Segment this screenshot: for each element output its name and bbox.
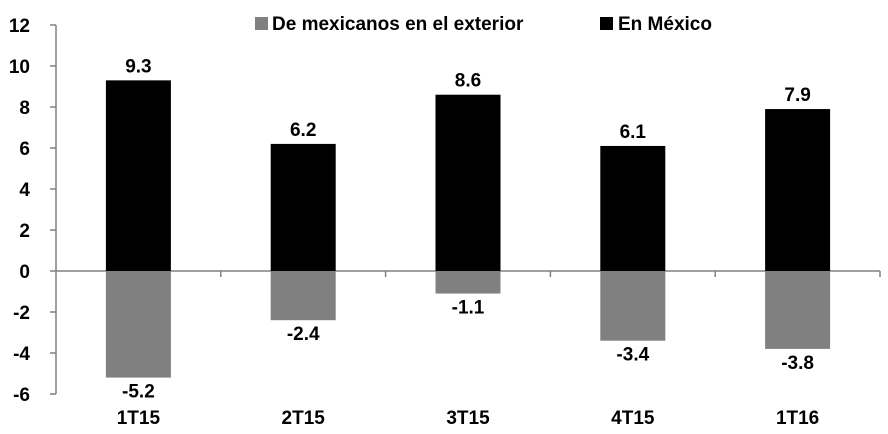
y-tick-label: -4 (13, 344, 30, 365)
legend: De mexicanos en el exterior En México (255, 14, 712, 35)
bar-exterior (600, 271, 666, 341)
bars (105, 80, 831, 378)
y-tick-label: 4 (19, 180, 30, 201)
legend-label-mexico: En México (618, 14, 712, 35)
legend-item-mexico: En México (600, 14, 712, 35)
data-label-exterior: -3.8 (781, 353, 814, 374)
y-tick-label: 10 (9, 57, 30, 78)
data-label-exterior: -2.4 (287, 324, 320, 345)
data-label-exterior: -1.1 (452, 298, 485, 319)
value-labels: 9.3 -5.2 6.2 -2.4 8.6 -1.1 6.1 -3.4 7.9 -3.8 (122, 56, 814, 402)
x-tick-label: 2T15 (282, 408, 326, 429)
bar-exterior (105, 271, 171, 378)
y-tick-label: 2 (19, 221, 30, 242)
data-label-en-mexico: 9.3 (125, 56, 151, 77)
bar-exterior (765, 271, 831, 349)
bar-en-mexico (600, 145, 666, 271)
legend-label-exterior: De mexicanos en el exterior (272, 14, 524, 35)
data-label-en-mexico: 6.2 (290, 120, 316, 141)
bar-exterior (435, 271, 501, 294)
data-label-exterior: -3.4 (616, 345, 649, 366)
y-tick-label: -2 (13, 303, 30, 324)
x-tick-label: 1T15 (117, 408, 161, 429)
legend-swatch-exterior (255, 17, 268, 30)
bar-exterior (270, 271, 336, 321)
bar-en-mexico (435, 94, 501, 271)
legend-swatch-mexico (600, 17, 613, 30)
y-axis: 12 10 8 6 4 2 0 -2 -4 -6 (9, 16, 57, 406)
data-label-en-mexico: 7.9 (784, 85, 810, 106)
legend-item-exterior: De mexicanos en el exterior (255, 14, 524, 35)
y-tick-label: 6 (19, 139, 30, 160)
data-label-en-mexico: 6.1 (620, 122, 647, 143)
bar-en-mexico (105, 80, 171, 271)
y-tick-label: 8 (19, 98, 30, 119)
y-tick-label: -6 (13, 385, 30, 406)
data-label-exterior: -5.2 (122, 382, 155, 403)
x-tick-label: 4T15 (611, 408, 655, 429)
y-tick-label: 12 (9, 16, 30, 37)
data-label-en-mexico: 8.6 (455, 71, 481, 92)
x-tick-label: 1T16 (776, 408, 819, 429)
bar-en-mexico (765, 109, 831, 271)
y-tick-label: 0 (19, 262, 30, 283)
x-axis: 1T15 2T15 3T15 4T15 1T16 (56, 270, 881, 429)
x-tick-label: 3T15 (446, 408, 490, 429)
bar-en-mexico (270, 143, 336, 271)
